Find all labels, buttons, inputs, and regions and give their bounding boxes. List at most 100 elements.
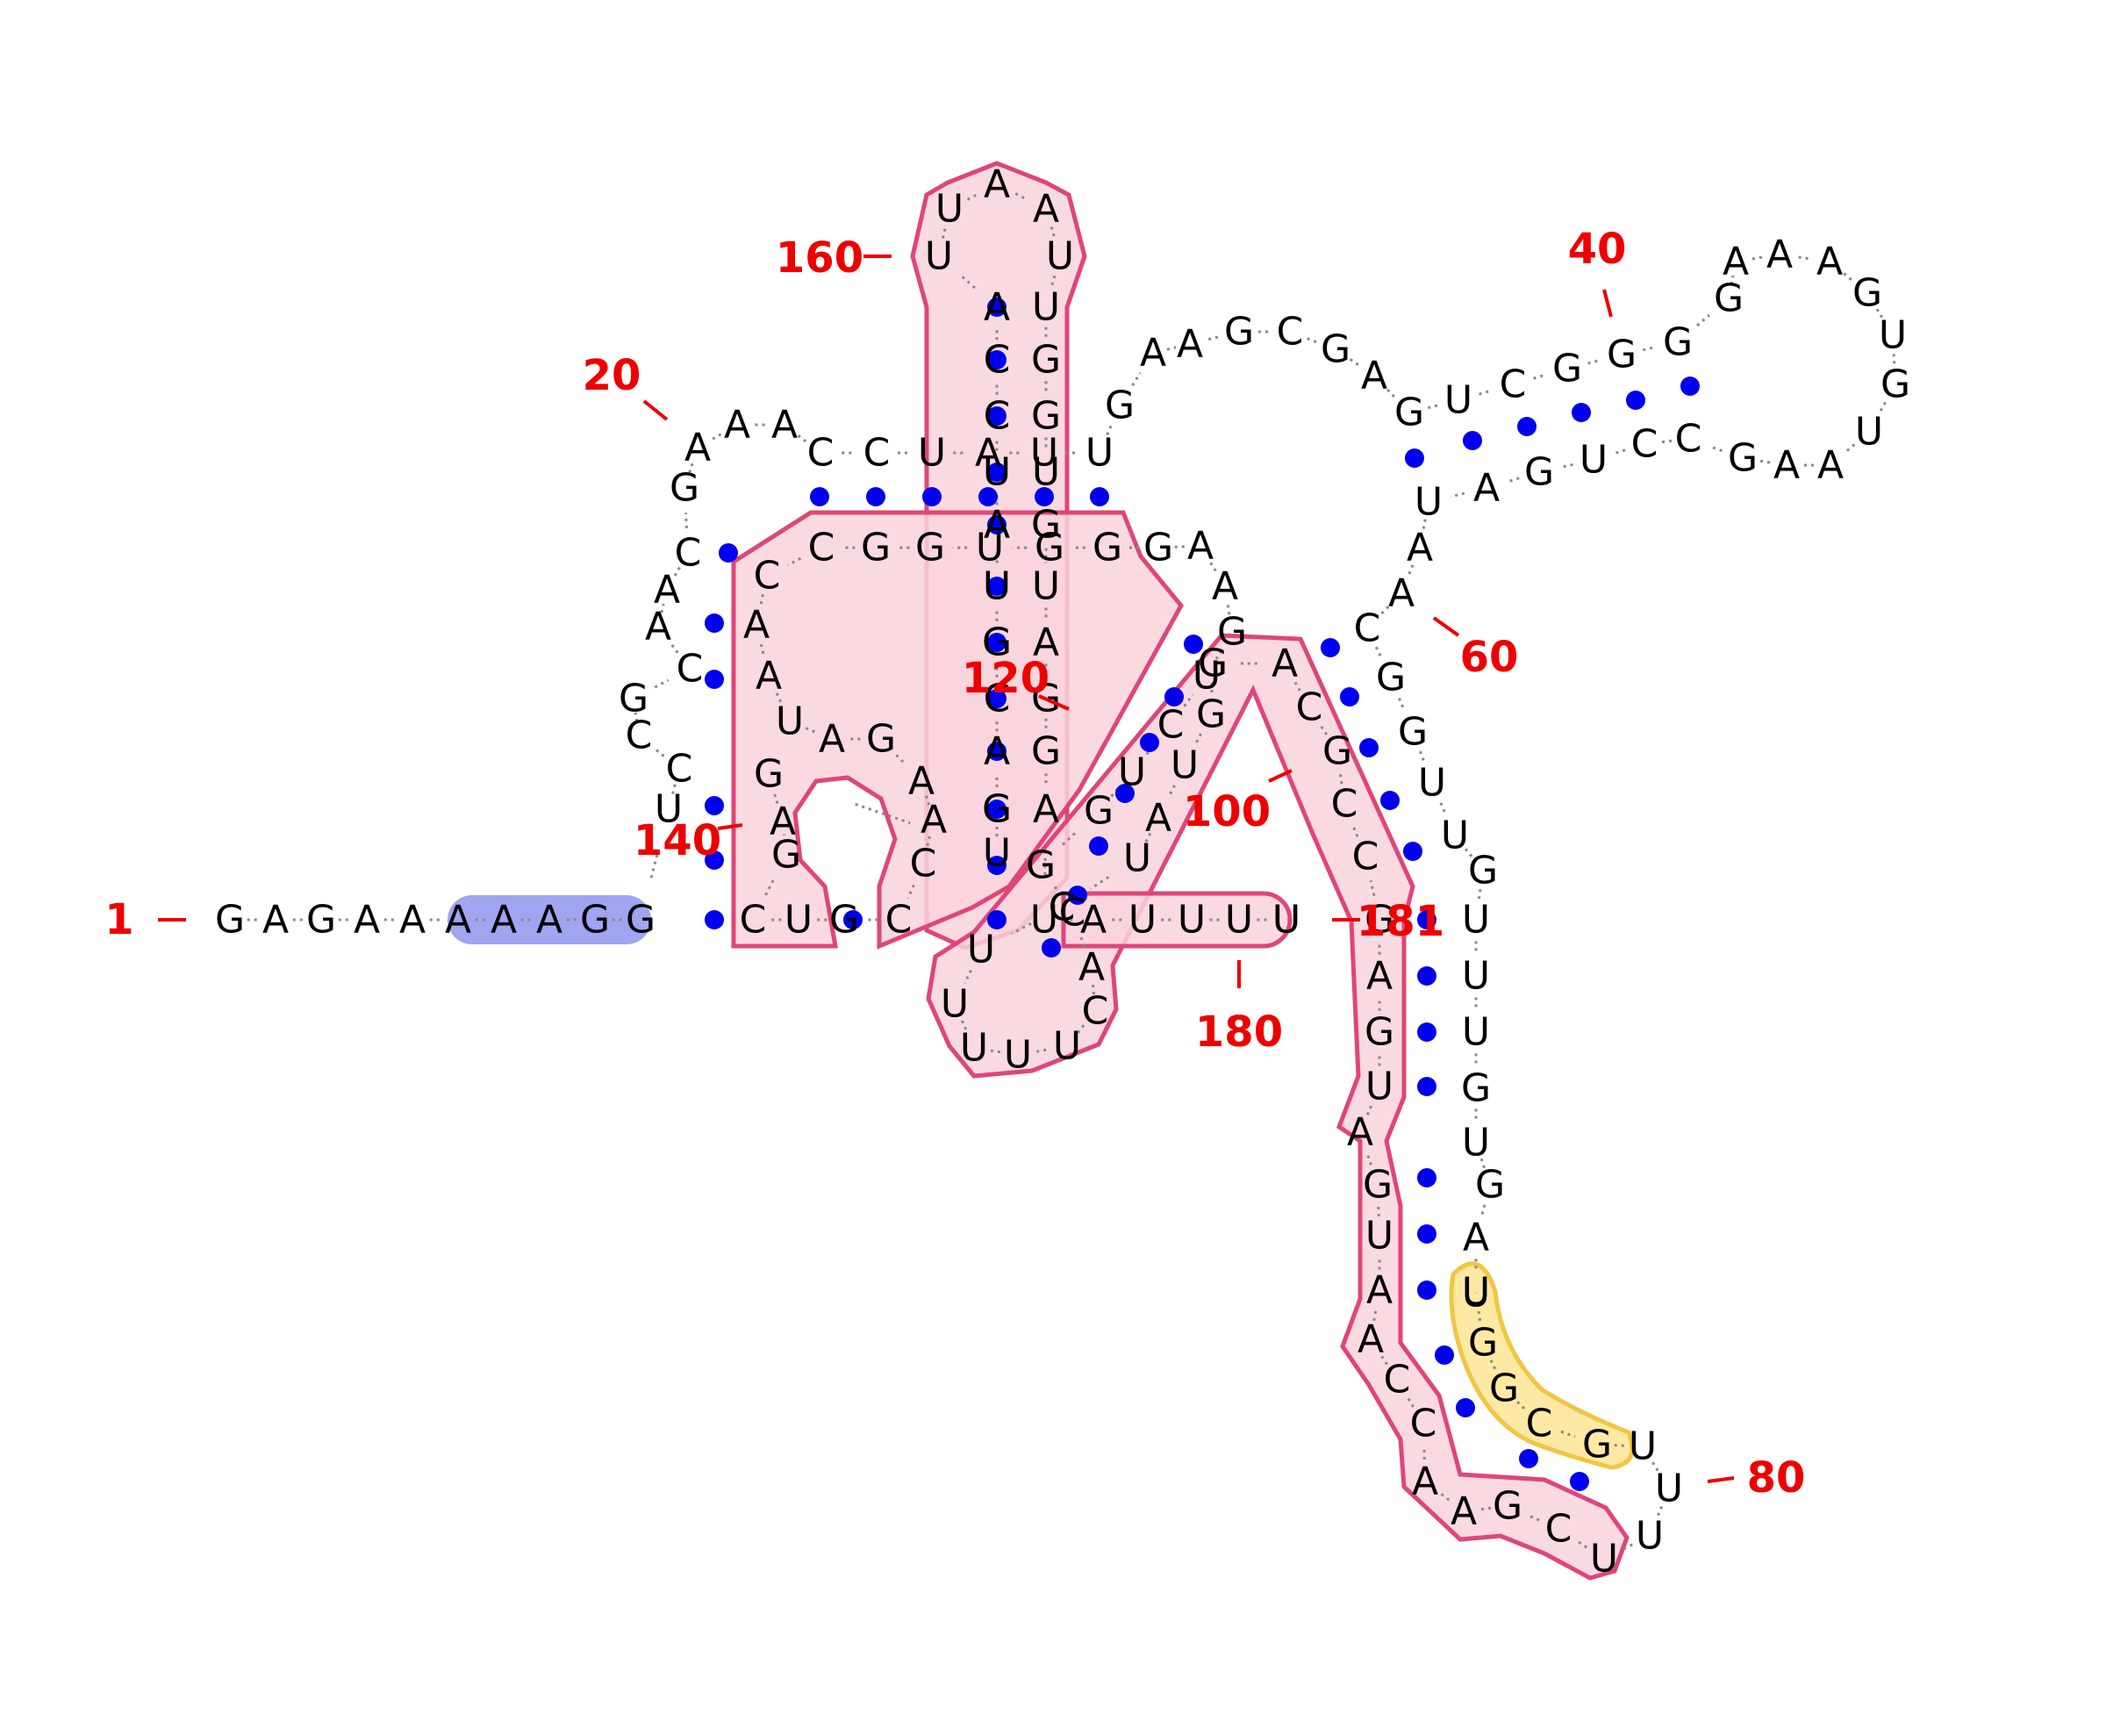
nucleotide-159: A — [984, 285, 1010, 330]
backbone-link — [1380, 606, 1388, 615]
nucleotide-62: G — [1376, 656, 1406, 700]
nucleotide-87: A — [1412, 1460, 1438, 1504]
nucleotide-2: A — [262, 898, 289, 943]
nucleotide-33: C — [1277, 310, 1304, 355]
nucleotide-28: U — [1085, 431, 1114, 476]
nucleotide-3: G — [306, 898, 336, 943]
nucleotide-147: A — [770, 800, 796, 844]
nucleotide-50: A — [1817, 443, 1844, 488]
nucleotide-55: U — [1580, 438, 1608, 483]
base-pair-dot — [1417, 1022, 1436, 1042]
nucleotide-69: U — [1462, 1010, 1490, 1055]
nucleotide-154: U — [983, 564, 1011, 609]
nucleotide-86: A — [1451, 1489, 1477, 1534]
nucleotide-60: A — [1388, 571, 1415, 616]
backbone-link — [1643, 347, 1656, 349]
nucleotide-89: C — [1384, 1358, 1411, 1402]
nucleotide-113: U — [1004, 1033, 1032, 1078]
nucleotide-136: U — [776, 699, 804, 744]
nucleotide-181: U — [1272, 898, 1300, 943]
backbone-link — [1752, 257, 1763, 259]
nucleotide-102: C — [1296, 685, 1323, 730]
base-pair-dot — [1570, 1472, 1589, 1491]
nucleotide-112: U — [960, 1026, 988, 1071]
nucleotide-65: U — [1441, 814, 1469, 858]
backbone-link — [654, 748, 663, 756]
backbone-link — [1208, 336, 1220, 339]
nucleotide-48: G — [1880, 362, 1910, 407]
position-label-140: 140 — [634, 816, 721, 865]
nucleotide-155: A — [984, 503, 1010, 548]
position-label-60: 60 — [1460, 633, 1519, 682]
nucleotide-84: C — [1545, 1507, 1572, 1552]
nucleotide-61: C — [1354, 606, 1381, 651]
backbone-link — [655, 680, 668, 687]
tick-40 — [1604, 290, 1611, 317]
nucleotide-88: C — [1410, 1402, 1437, 1446]
nucleotide-45: A — [1816, 240, 1843, 284]
nucleotide-99: C — [1352, 835, 1379, 879]
nucleotide-126: G — [1143, 526, 1173, 570]
backbone-link — [1697, 315, 1709, 326]
base-pair-dot — [810, 487, 829, 506]
nucleotide-91: A — [1366, 1268, 1393, 1313]
nucleotide-140: A — [920, 798, 947, 843]
nucleotide-22: A — [771, 403, 798, 448]
nucleotide-66: G — [1468, 849, 1498, 893]
nucleotide-130: G — [915, 526, 945, 570]
tick-20 — [644, 401, 667, 420]
position-label-180: 180 — [1195, 1008, 1283, 1057]
nucleotide-92: U — [1365, 1214, 1393, 1259]
base-pair-dot — [866, 487, 885, 506]
nucleotide-127: G — [1092, 526, 1122, 570]
base-pair-dot — [1463, 431, 1482, 450]
position-label-160: 160 — [776, 233, 863, 283]
position-label-181: 181 — [1357, 897, 1444, 946]
backbone-link — [1534, 375, 1547, 378]
base-pair-dot — [1517, 417, 1537, 436]
nucleotide-29: G — [1105, 384, 1135, 428]
nucleotide-72: G — [1475, 1163, 1505, 1208]
nucleotide-111: U — [941, 982, 969, 1027]
nucleotide-63: G — [1398, 710, 1428, 755]
nucleotide-6: A — [445, 898, 471, 943]
nucleotide-76: G — [1468, 1321, 1498, 1366]
nucleotide-142: C — [885, 898, 913, 943]
nucleotide-174: A — [1033, 787, 1059, 832]
nucleotide-176: A — [1080, 898, 1107, 943]
nucleotide-94: A — [1347, 1110, 1373, 1155]
backbone-link — [1428, 405, 1439, 407]
nucleotide-9: G — [580, 898, 610, 943]
nucleotide-30: A — [1140, 331, 1166, 376]
backbone-link — [1613, 450, 1625, 454]
nucleotide-173: G — [1031, 729, 1061, 774]
nucleotide-5: A — [399, 898, 426, 943]
backbone-link — [1451, 493, 1465, 497]
nucleotide-39: G — [1552, 347, 1582, 391]
nucleotide-160: U — [925, 234, 953, 279]
base-pair-dot — [1089, 836, 1108, 856]
nucleotide-80: U — [1629, 1424, 1657, 1469]
nucleotide-157: C — [984, 394, 1011, 439]
nucleotide-169: G — [1031, 503, 1061, 548]
nucleotide-36: G — [1394, 391, 1424, 435]
nucleotide-132: C — [808, 526, 835, 570]
nucleotide-148: G — [754, 752, 784, 797]
nucleotide-156: U — [983, 450, 1011, 495]
nucleotide-79: G — [1582, 1423, 1612, 1467]
nucleotide-15: C — [677, 647, 704, 692]
nucleotide-83: U — [1590, 1537, 1618, 1582]
nucleotide-70: G — [1461, 1066, 1491, 1111]
nucleotide-58: U — [1415, 480, 1443, 525]
nucleotide-158: C — [984, 338, 1011, 383]
base-pair-dot — [705, 613, 724, 633]
nucleotide-54: C — [1631, 422, 1658, 467]
nucleotide-14: G — [619, 677, 648, 721]
nucleotide-43: A — [1723, 240, 1749, 284]
nucleotide-144: U — [784, 898, 813, 943]
nucleotide-116: A — [1078, 945, 1105, 990]
base-pair-dot — [1340, 687, 1359, 707]
backbone-link — [1709, 446, 1723, 450]
